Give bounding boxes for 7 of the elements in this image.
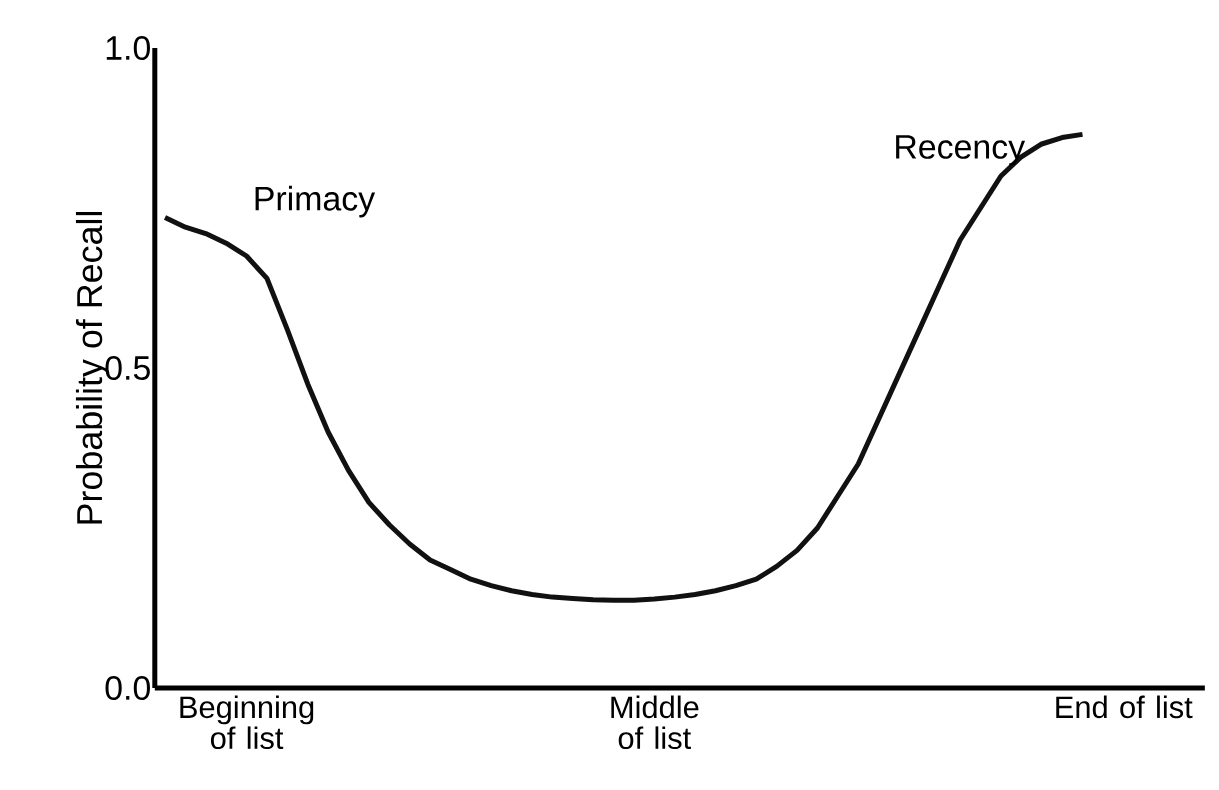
y-tick-label: 0.0	[105, 676, 150, 700]
x-tick-label: Beginning of list	[180, 695, 314, 750]
y-tick-label: 1.0	[106, 36, 150, 60]
x-tick-label: Middle of list	[611, 695, 699, 750]
annotation: Recency	[896, 135, 1026, 166]
annotation: Primacy	[255, 185, 376, 218]
x-tick-label: End of list	[1056, 695, 1193, 719]
